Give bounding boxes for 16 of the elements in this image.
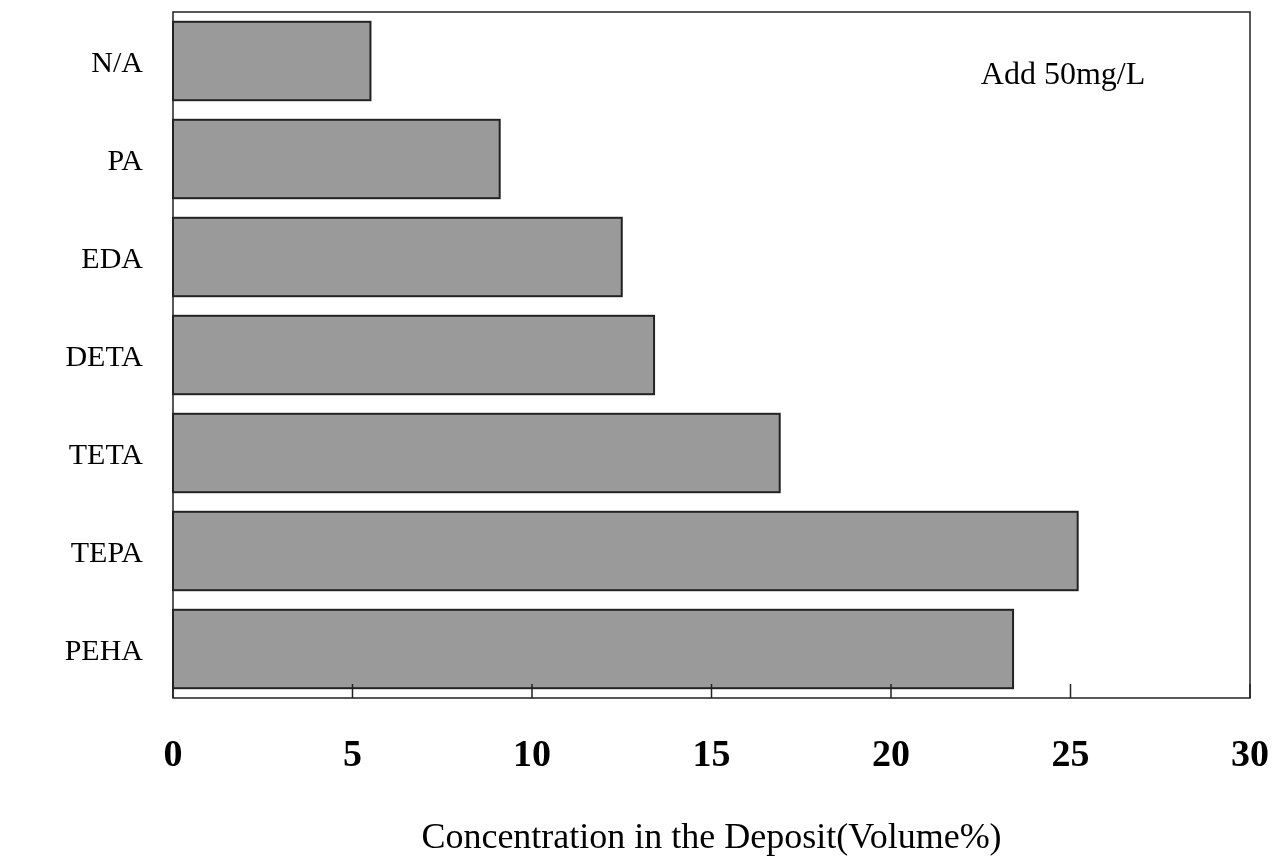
- annotation: Add 50mg/L: [980, 55, 1146, 91]
- y-tick-label: EDA: [81, 240, 144, 274]
- y-tick-label: N/A: [91, 44, 144, 78]
- y-tick-label: PA: [107, 142, 144, 176]
- x-tick-label: 10: [513, 732, 551, 774]
- y-tick-label: TEPA: [70, 534, 144, 568]
- y-tick-label: PEHA: [64, 632, 144, 666]
- x-tick-label: 0: [163, 732, 183, 774]
- x-tick-label: 30: [1231, 732, 1269, 774]
- x-tick-label: 5: [343, 732, 362, 774]
- x-tick-label: 20: [872, 732, 910, 774]
- y-tick-label: TETA: [68, 436, 144, 470]
- x-tick-label: 25: [1051, 732, 1090, 774]
- x-axis-title: Concentration in the Deposit(Volume%): [421, 816, 1002, 856]
- y-tick-label: DETA: [65, 338, 144, 372]
- x-tick-label: 15: [692, 732, 731, 774]
